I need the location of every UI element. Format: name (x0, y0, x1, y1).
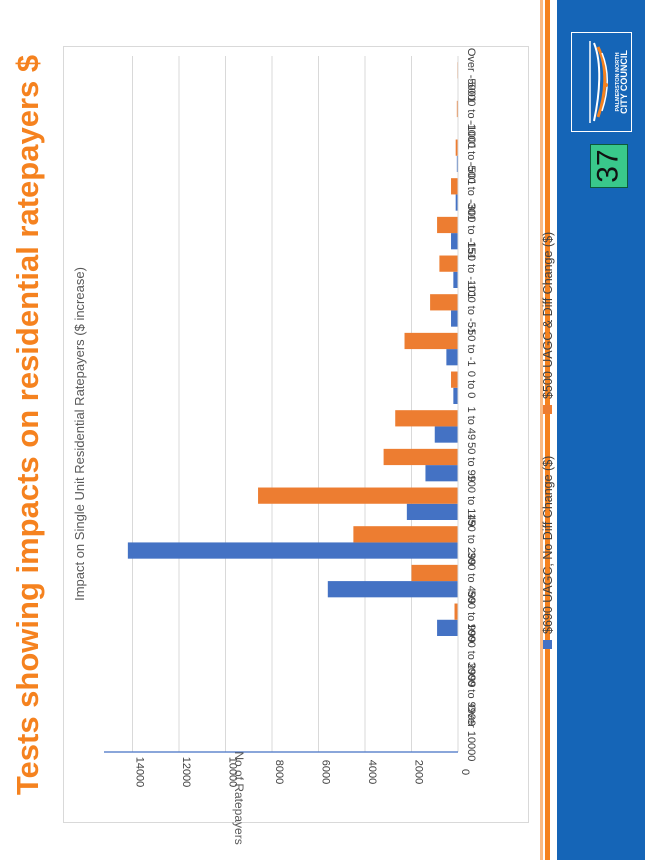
bar (451, 233, 458, 250)
value-tick-label: 4000 (366, 760, 378, 784)
category-label: -500 to -301 (465, 162, 477, 221)
bar (456, 100, 458, 118)
legend-swatch (543, 640, 552, 649)
category-label: 100 to 149 (465, 475, 477, 527)
bar (434, 426, 458, 443)
category-label: 1000 to 2999 (465, 623, 477, 687)
bar (395, 410, 458, 427)
accent-stripe-thin (540, 0, 543, 860)
logo-emblem-icon (589, 41, 608, 123)
page-number-badge: 37 (590, 144, 628, 188)
logo-text-line2: CITY COUNCIL (619, 50, 629, 114)
chart-title: Impact on Single Unit Residential Ratepa… (72, 267, 87, 601)
bar (353, 526, 458, 543)
bars (127, 62, 458, 636)
bar (451, 178, 458, 195)
category-label: 1 to 49 (465, 407, 477, 441)
value-tick-label: 14000 (134, 757, 146, 788)
category-label: -100 to -51 (465, 281, 477, 334)
accent-stripe (545, 0, 550, 860)
value-tick-label: 6000 (320, 760, 332, 784)
council-logo: PALMERSTON NORTH CITY COUNCIL (571, 32, 632, 132)
legend: $690 UAGC, No Diff Change ($) $500 UAGC &… (541, 232, 555, 649)
value-tick-label: 10000 (227, 757, 239, 788)
bar (437, 216, 458, 234)
bar (446, 349, 458, 366)
category-label: Over -5001 (465, 48, 477, 103)
bar (456, 155, 458, 172)
bar (453, 387, 458, 404)
category-label: Over 10000 (465, 704, 477, 761)
bar (411, 564, 458, 582)
value-tick-label: 8000 (273, 760, 285, 784)
bar (439, 255, 458, 272)
bar (406, 503, 458, 520)
value-tick-label: 0 (459, 769, 471, 775)
bar (258, 487, 458, 504)
bar (127, 542, 458, 559)
bar (455, 139, 458, 156)
category-label: -300 to -151 (465, 200, 477, 259)
category-label: 3000 to 9999 (465, 662, 477, 726)
category-label: -5000 to -1001 (465, 78, 477, 150)
category-label: -1000 to -501 (465, 120, 477, 185)
bar (383, 448, 458, 466)
category-label: -50 to -1 (465, 326, 477, 367)
category-label: 50 to 99 (465, 442, 477, 482)
category-label: 150 to 299 (465, 513, 477, 565)
gridlines (132, 56, 412, 752)
bar (451, 371, 458, 388)
bar (430, 294, 458, 311)
bar (404, 332, 458, 350)
value-axis-title: No of Ratepayers (232, 751, 246, 844)
bar (455, 194, 458, 211)
category-label: 300 to 499 (465, 552, 477, 604)
legend-label: $690 UAGC, No Diff Change ($) (541, 456, 555, 634)
category-label: 500 to 999 (465, 591, 477, 643)
bar (327, 581, 458, 598)
legend-label: $500 UAGC & Diff Change ($) (541, 232, 555, 399)
bar (453, 271, 458, 288)
value-tick-labels: 0 2000 4000 6000 8000 10000 12000 14000 (134, 757, 472, 788)
bar (451, 310, 458, 327)
category-label: -150 to -101 (465, 239, 477, 298)
bar (425, 465, 458, 482)
category-label: 0 to 0 (465, 371, 477, 399)
value-tick-label: 12000 (180, 757, 192, 788)
bar (454, 603, 458, 620)
logo-text-line1: PALMERSTON NORTH (615, 52, 621, 111)
value-tick-label: 2000 (413, 760, 425, 784)
side-band (557, 0, 645, 860)
bar (437, 619, 458, 636)
legend-swatch (543, 405, 552, 414)
